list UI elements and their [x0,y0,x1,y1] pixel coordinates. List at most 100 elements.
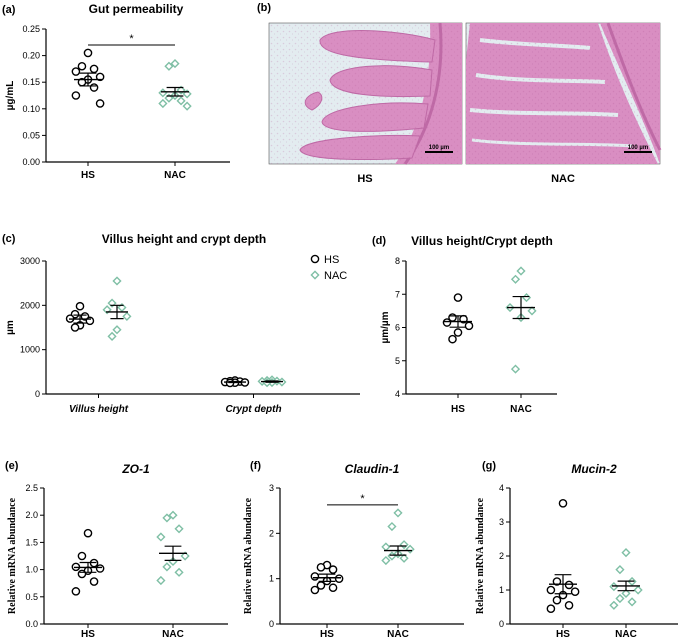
data-point-nac [168,510,178,520]
data-point-nac [162,562,172,572]
y-axis-label: µm/µm [380,311,391,343]
x-tick-label: HS [451,404,465,415]
y-tick-label: 0.10 [22,104,40,114]
data-point-hs [328,565,338,574]
legend-marker-hs [310,254,320,264]
data-point-nac [176,96,186,106]
legend-label-nac: NAC [324,270,347,282]
data-point-nac [381,542,391,552]
y-tick-label: 1000 [20,345,40,355]
panel-label-c: (c) [2,233,16,245]
chart-g: Mucin-2 0 1 2 3 4 Relative mRNA abundance HS NAC [475,462,678,638]
data-point-hs [89,577,99,586]
y-tick-label: 3 [499,517,504,527]
chart-f: Claudin-1 0 1 2 3 Relative mRNA abundance HS NA… [243,462,464,638]
panel-label-d: (d) [372,235,386,247]
x-tick-label: HS [320,629,334,638]
data-point-nac [107,298,117,308]
x-tick-label: NAC [615,629,637,638]
y-tick-label: 8 [395,256,400,266]
x-tick-label: NAC [387,629,409,638]
chart-title: ZO-1 [121,462,150,476]
data-point-hs [71,587,81,596]
y-tick-label: 3000 [20,256,40,266]
data-point-nac [122,311,132,322]
y-tick-label: 2.5 [25,483,38,493]
data-point-hs [89,64,99,74]
data-point-nac [107,331,117,341]
data-point-nac [180,551,190,561]
x-tick-label: HS [556,629,570,638]
panel-label-b: (b) [257,2,271,14]
histology-image-hs: 100 µm [268,22,463,165]
y-tick-label: 0.05 [22,130,40,140]
y-axis-label: µm [5,320,16,335]
data-point-hs [77,551,87,561]
panel-label-f: (f) [250,460,261,472]
y-tick-label: 3 [269,483,274,493]
data-point-hs [70,323,80,332]
data-point-hs [71,91,81,100]
data-point-hs [310,572,320,581]
y-tick-label: 0 [269,619,274,629]
chart-a: Gut permeability 0.00 0.05 0.10 0.15 0.20 0.25… [5,2,230,181]
chart-c: Villus height and crypt depth 0 1000 2000 30… [5,232,360,415]
scale-bar-label-hs: 100 µm [429,145,449,151]
data-point-hs [95,99,105,108]
data-point-nac [176,85,186,95]
data-point-nac [156,532,166,542]
data-point-hs [316,563,326,572]
y-tick-label: 0.15 [22,77,40,87]
legend-marker-nac [310,270,320,280]
data-point-nac [381,555,391,566]
y-axis-label: Relative mRNA abundance [475,497,486,614]
y-tick-label: 0 [35,389,40,399]
data-point-nac [162,513,172,523]
data-point-nac [510,274,521,284]
chart-title: Gut permeability [89,2,184,16]
y-tick-label: 0 [499,619,504,629]
y-tick-label: 7 [395,289,400,299]
data-point-nac [164,61,174,71]
y-tick-label: 0.5 [25,592,38,602]
data-point-nac [399,553,409,563]
data-point-hs [85,316,95,326]
data-point-hs [546,604,556,614]
x-tick-label: NAC [510,404,532,415]
data-point-nac [527,306,537,316]
y-tick-label: 6 [395,323,400,333]
y-tick-label: 1 [269,574,274,584]
y-tick-label: 0.20 [22,51,40,61]
data-point-hs [328,583,338,593]
y-tick-label: 0.00 [22,157,40,167]
data-point-nac [387,521,397,532]
data-point-hs [442,318,452,327]
data-point-nac [621,548,631,558]
data-point-hs [448,334,457,344]
data-point-hs [95,564,105,573]
data-point-hs [310,585,320,595]
legend-label-hs: HS [324,254,339,266]
data-point-nac [156,575,166,586]
data-point-nac [182,101,192,111]
x-tick-label: Villus height [69,404,129,415]
data-point-nac [633,585,643,595]
data-point-nac [405,544,415,554]
data-point-nac [112,325,122,335]
y-tick-label: 1.0 [25,565,38,575]
x-tick-label: Crypt depth [225,404,281,415]
data-point-hs [464,321,474,331]
data-point-hs [77,61,87,71]
data-point-hs [334,574,344,583]
data-point-nac [399,540,409,550]
y-tick-label: 2 [269,528,274,538]
y-tick-label: 2000 [20,300,40,310]
data-point-hs [77,569,87,579]
x-tick-label: NAC [164,170,186,181]
data-point-hs [564,601,574,610]
y-tick-label: 1.5 [25,537,38,547]
panel-label-g: (g) [482,460,496,472]
chart-title: Villus height and crypt depth [102,232,266,246]
data-point-nac [521,292,532,303]
